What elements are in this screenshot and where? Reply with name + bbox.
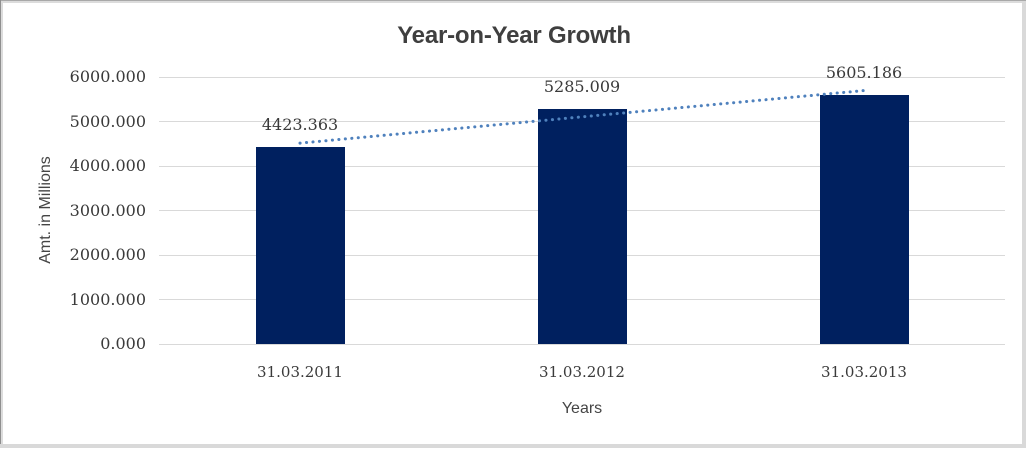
frame-border-right [1022, 1, 1026, 448]
frame-border-left-inner [1, 3, 3, 444]
bar-31.03.2012 [537, 108, 627, 344]
y-tick-label: 3000.000 [69, 200, 146, 220]
x-tick-label: 31.03.2012 [539, 363, 625, 381]
bar-value-label: 4423.363 [261, 115, 339, 135]
y-tick-label: 1000.000 [69, 289, 146, 309]
chart-title: Year-on-Year Growth [397, 22, 631, 49]
y-tick-label: 2000.000 [69, 245, 146, 264]
frame-border-top [0, 0, 1026, 1]
bar-value-label: 5285.009 [543, 76, 621, 96]
frame-border-bottom [0, 444, 1026, 448]
bar-31.03.2013 [819, 94, 909, 344]
y-tick-label: 6000.000 [69, 67, 146, 86]
y-tick-label: 0.000 [100, 334, 146, 353]
gridline [159, 76, 1005, 78]
x-tick-label: 31.03.2011 [257, 363, 343, 381]
frame-border-left [0, 0, 1, 446]
gridline [159, 343, 1005, 345]
bar-value-label: 5605.186 [825, 62, 903, 82]
y-axis-title: Amt. in Millions [37, 156, 54, 264]
frame-border-top-inner [0, 1, 1026, 3]
y-tick-label: 5000.000 [69, 111, 146, 131]
x-tick-label: 31.03.2013 [821, 363, 907, 381]
x-axis-title: Years [561, 400, 603, 417]
plot-area: 4423.363 5285.009 5605.186 [159, 63, 1005, 345]
bar-31.03.2011 [255, 147, 345, 344]
y-tick-label: 4000.000 [69, 156, 146, 175]
